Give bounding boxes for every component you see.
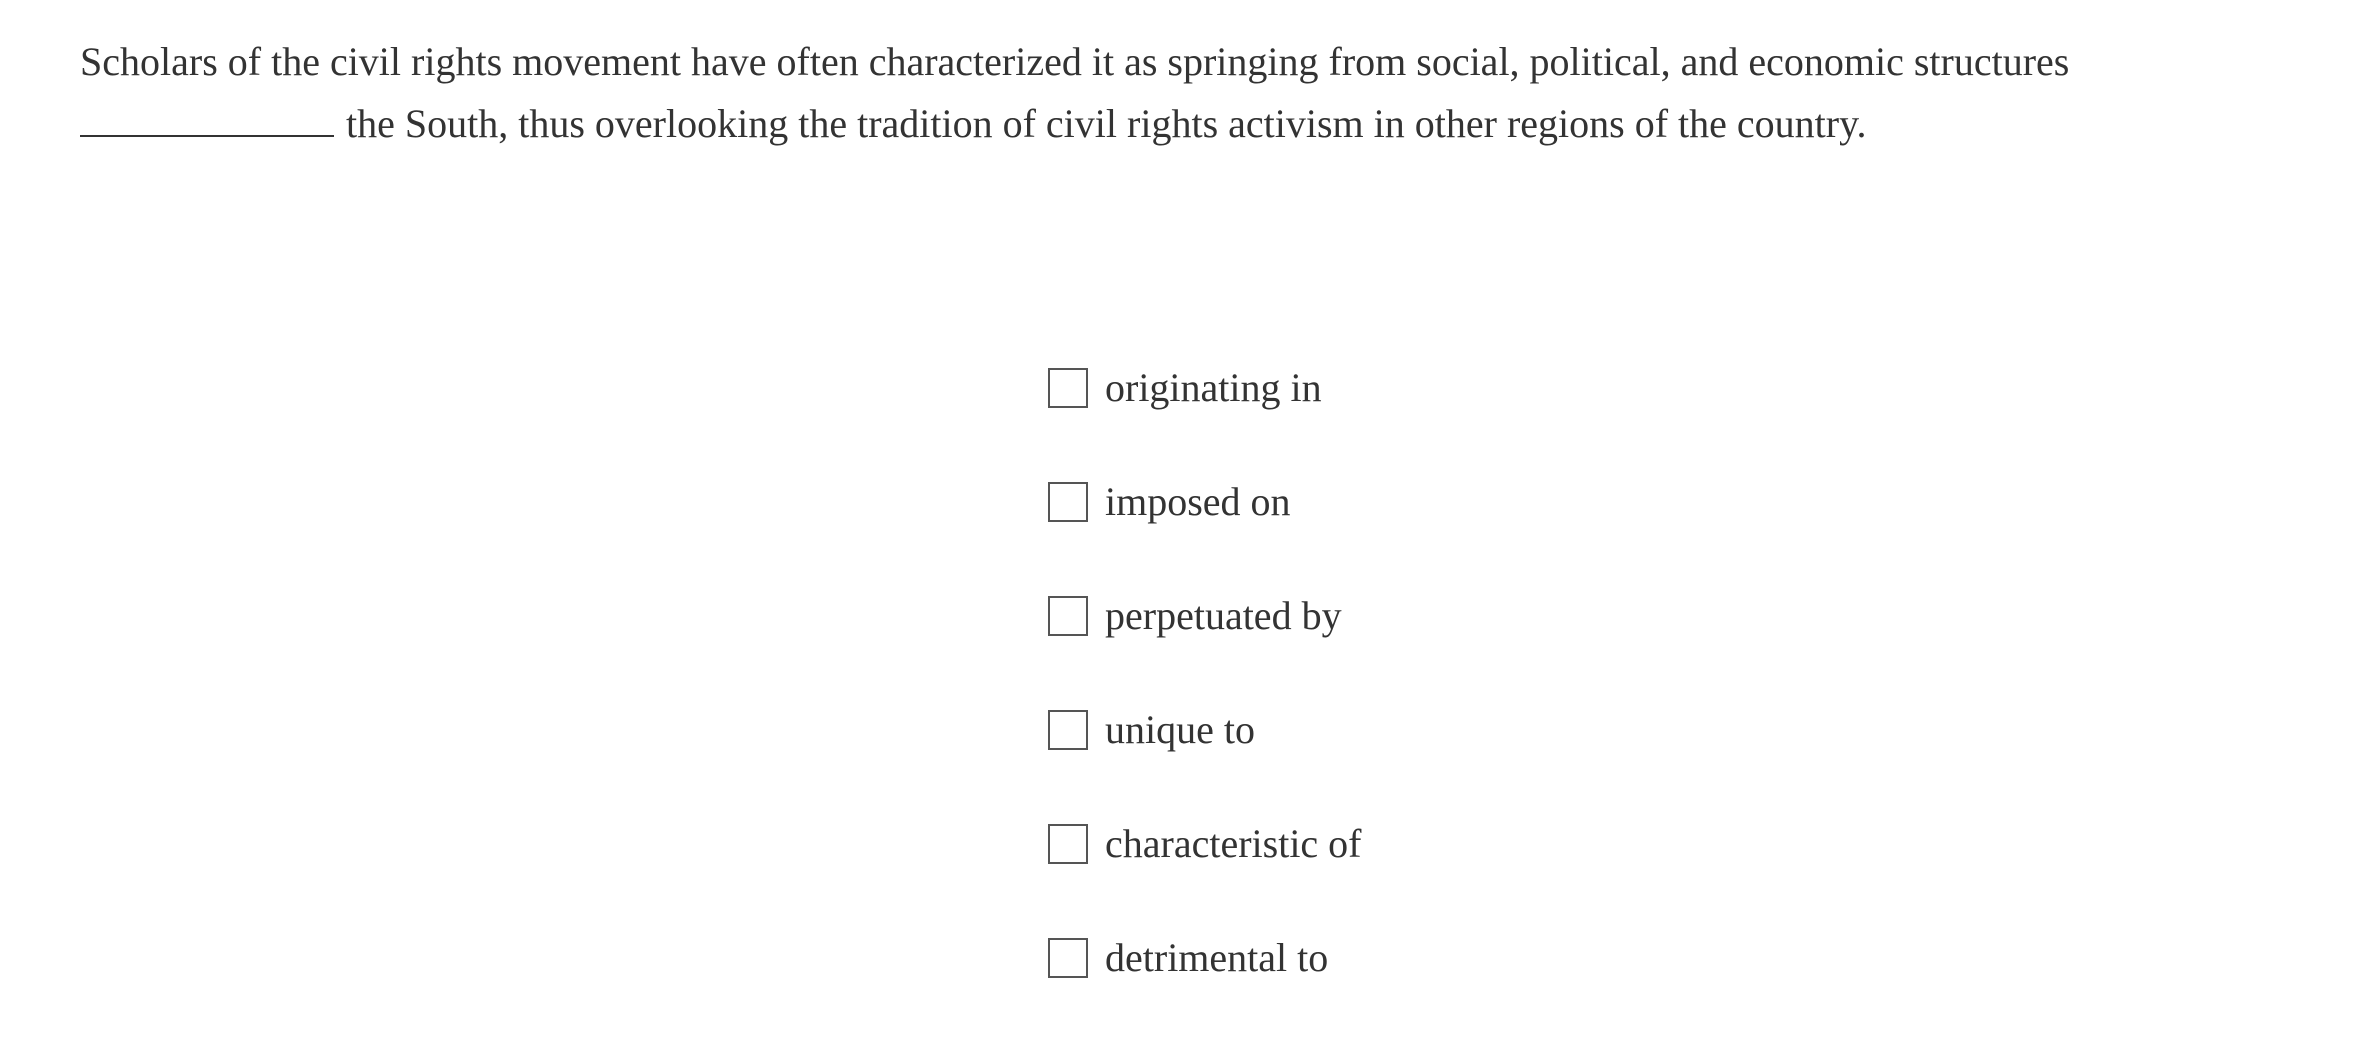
- option-imposed-on[interactable]: imposed on: [1048, 478, 1362, 526]
- question-line-1: Scholars of the civil rights movement ha…: [80, 39, 2070, 84]
- checkbox[interactable]: [1048, 482, 1088, 522]
- option-originating-in[interactable]: originating in: [1048, 364, 1362, 412]
- answer-blank: [80, 91, 334, 137]
- option-label: imposed on: [1105, 479, 1291, 524]
- option-perpetuated-by[interactable]: perpetuated by: [1048, 592, 1362, 640]
- option-label: detrimental to: [1105, 935, 1329, 980]
- checkbox[interactable]: [1048, 938, 1088, 978]
- answer-options: originating in imposed on perpetuated by…: [1048, 364, 1362, 1048]
- option-unique-to[interactable]: unique to: [1048, 706, 1362, 754]
- option-label: unique to: [1105, 707, 1255, 752]
- checkbox[interactable]: [1048, 824, 1088, 864]
- option-detrimental-to[interactable]: detrimental to: [1048, 934, 1362, 982]
- checkbox[interactable]: [1048, 368, 1088, 408]
- option-label: characteristic of: [1105, 821, 1362, 866]
- question-line-2: the South, thus overlooking the traditio…: [346, 101, 1867, 146]
- checkbox[interactable]: [1048, 596, 1088, 636]
- option-characteristic-of[interactable]: characteristic of: [1048, 820, 1362, 868]
- checkbox[interactable]: [1048, 710, 1088, 750]
- option-label: originating in: [1105, 365, 1322, 410]
- question-text: Scholars of the civil rights movement ha…: [80, 32, 2320, 153]
- option-label: perpetuated by: [1105, 593, 1342, 638]
